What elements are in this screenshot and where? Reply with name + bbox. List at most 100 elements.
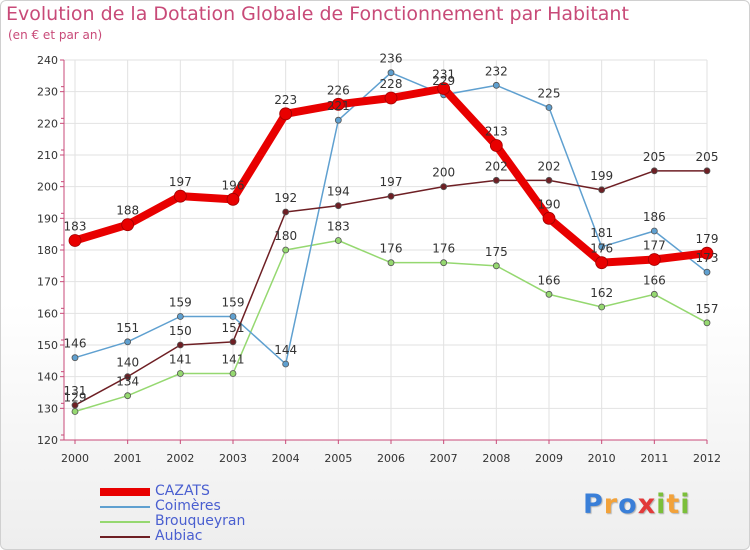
data-label-cazats: 196 [222,178,245,192]
y-tick-label: 130 [37,402,58,415]
legend-label: Coimères [155,498,221,514]
data-point-coim-res [176,313,184,320]
data-label-coim-res: 146 [64,337,87,351]
data-point-brouqueyran [387,259,395,267]
proxiti-logo: Proxiti [583,489,691,520]
data-label-aubiac: 151 [222,321,245,335]
data-label-cazats: 183 [64,220,87,234]
y-tick-label: 160 [37,307,58,320]
data-label-coim-res: 221 [327,99,350,113]
data-label-aubiac: 205 [696,150,719,164]
data-label-aubiac: 131 [64,384,87,398]
logo-letter: r [603,489,619,520]
legend-swatch [100,536,150,538]
data-label-cazats: 228 [380,77,403,91]
x-tick-label: 2003 [219,452,247,465]
data-label-aubiac: 205 [643,150,666,164]
data-label-brouqueyran: 183 [327,220,350,234]
data-label-aubiac: 199 [590,169,613,183]
data-label-aubiac: 202 [538,159,561,173]
data-point-coim-res [71,354,79,362]
data-point-coim-res [387,69,395,77]
y-tick-label: 190 [37,212,58,225]
data-label-cazats: 179 [696,232,719,246]
data-label-coim-res: 159 [169,296,192,310]
data-point-coim-res [492,81,500,89]
data-label-coim-res: 225 [538,87,561,101]
data-label-cazats: 226 [327,83,350,97]
x-tick-label: 2012 [693,452,721,465]
x-tick-label: 2001 [114,452,142,465]
x-tick-label: 2002 [166,452,194,465]
legend-swatch [100,506,150,508]
data-point-cazats [542,211,556,225]
data-point-aubiac [176,341,184,349]
x-tick-label: 2007 [430,452,458,465]
data-label-coim-res: 159 [222,296,245,310]
logo-letter: t [666,489,681,520]
data-label-brouqueyran: 175 [485,245,508,259]
data-point-cazats [173,189,187,203]
data-label-aubiac: 194 [327,185,350,199]
data-point-aubiac [229,338,237,346]
data-point-aubiac [71,401,79,409]
data-point-cazats [279,107,293,121]
data-point-brouqueyran [282,246,290,254]
data-point-brouqueyran [703,319,711,327]
data-point-aubiac [334,202,342,210]
data-point-brouqueyran [650,290,658,298]
data-point-cazats [384,91,398,105]
data-point-brouqueyran [334,237,342,244]
data-point-cazats [68,234,82,247]
data-label-aubiac: 200 [432,166,455,180]
logo-letter: o [618,489,638,520]
y-tick-label: 230 [37,86,58,99]
data-label-cazats: 188 [116,204,139,218]
data-point-coim-res [650,227,658,235]
data-label-cazats: 213 [485,125,508,139]
data-point-aubiac [703,167,711,175]
y-tick-label: 170 [37,276,58,289]
data-point-cazats [700,246,714,260]
data-point-cazats [437,82,451,95]
data-label-brouqueyran: 180 [274,229,297,243]
data-point-brouqueyran [492,262,500,270]
data-label-aubiac: 192 [274,191,297,205]
data-label-cazats: 177 [643,239,666,253]
data-label-coim-res: 236 [380,52,403,66]
data-point-coim-res [282,360,290,368]
data-point-aubiac [440,183,448,191]
legend-swatch [100,521,150,523]
x-tick-label: 2010 [588,452,616,465]
data-point-coim-res [598,243,606,251]
data-point-aubiac [545,176,553,184]
data-point-aubiac [650,167,658,175]
data-label-brouqueyran: 176 [380,242,403,256]
data-label-coim-res: 186 [643,210,666,224]
y-tick-label: 120 [37,434,58,447]
data-label-brouqueyran: 176 [432,242,455,256]
data-point-aubiac [598,186,606,194]
data-point-brouqueyran [598,303,606,311]
y-tick-label: 180 [37,244,58,257]
data-label-brouqueyran: 141 [222,353,245,367]
y-tick-label: 140 [37,371,58,384]
data-label-coim-res: 229 [432,74,455,88]
data-point-coim-res [334,116,342,124]
data-point-cazats [595,256,609,270]
y-tick-label: 200 [37,181,58,194]
chart-subtitle: (en € et par an) [8,28,103,42]
data-label-coim-res: 151 [116,321,139,335]
y-tick-label: 150 [37,339,58,352]
data-label-brouqueyran: 129 [64,391,87,405]
data-label-brouqueyran: 141 [169,353,192,367]
data-point-cazats [647,253,661,266]
data-point-brouqueyran [229,370,237,377]
data-point-aubiac [124,373,132,381]
x-tick-label: 2011 [640,452,668,465]
x-tick-label: 2006 [377,452,405,465]
data-point-coim-res [703,268,711,276]
data-point-brouqueyran [440,259,448,267]
data-point-aubiac [492,176,500,184]
